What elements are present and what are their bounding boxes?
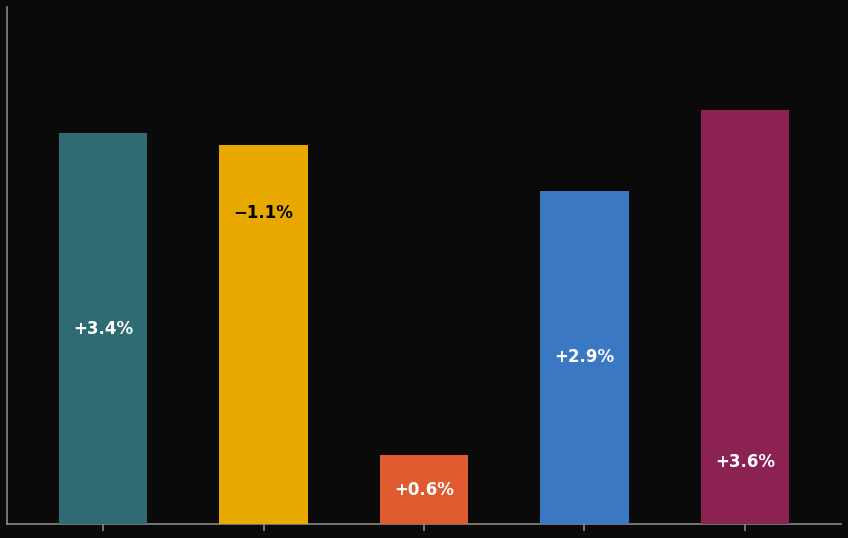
Bar [59,133,148,524]
Bar [700,110,789,524]
Bar [380,455,468,524]
Bar [220,145,308,524]
Text: +3.6%: +3.6% [715,453,775,471]
Text: +2.9%: +2.9% [555,349,615,366]
Text: +3.4%: +3.4% [73,320,133,338]
Bar [540,191,628,524]
Text: −1.1%: −1.1% [234,204,293,222]
Text: +0.6%: +0.6% [394,480,454,499]
